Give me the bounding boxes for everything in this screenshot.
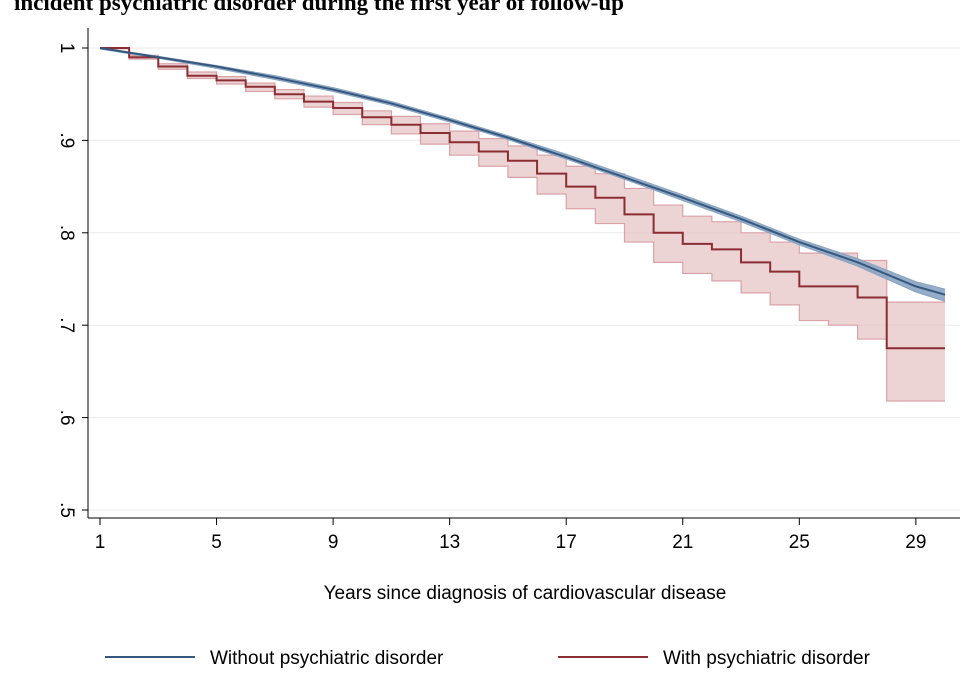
survival-lines (99, 47, 946, 350)
x-tick-label: 17 (556, 532, 577, 553)
x-tick-label: 21 (672, 532, 693, 553)
x-tick-label: 25 (789, 532, 810, 553)
x-tick-label: 29 (905, 532, 926, 553)
legend: Without psychiatric disorder With psychia… (105, 648, 871, 669)
x-axis-title: Years since diagnosis of cardiovascular … (324, 583, 727, 604)
x-tick-label: 5 (211, 532, 222, 553)
chart-title: incident psychiatric disorder during the… (14, 0, 624, 15)
band-upper-edge (100, 47, 945, 303)
confidence-bands (99, 47, 946, 402)
y-tick-label: .9 (56, 132, 77, 148)
with-psych-confidence-band (100, 48, 945, 401)
legend-label: With psychiatric disorder (663, 648, 871, 669)
band-upper-edge (99, 47, 946, 290)
y-tick-label: .8 (56, 225, 77, 241)
axes: .5 .6 .7 .8 .9 1 1 5 9 13 17 21 25 29 (56, 28, 960, 553)
with-psych-survival-line (100, 47, 945, 350)
y-tick-label: .7 (56, 317, 77, 333)
x-tick-label: 1 (95, 532, 106, 553)
band-lower-edge (100, 48, 945, 402)
legend-label: Without psychiatric disorder (210, 648, 444, 669)
y-tick-label: .6 (56, 410, 77, 426)
y-tick-label: .5 (56, 502, 77, 518)
x-tick-label: 9 (328, 532, 339, 553)
y-tick-label: 1 (56, 43, 77, 54)
x-tick-label: 13 (439, 532, 460, 553)
band-lower-edge (99, 48, 946, 302)
without-psych-survival-line (99, 47, 946, 296)
